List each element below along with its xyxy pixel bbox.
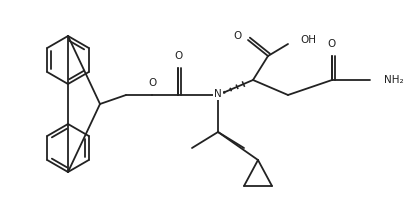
Text: O: O	[328, 39, 336, 49]
Text: O: O	[148, 78, 156, 88]
Text: NH₂: NH₂	[384, 75, 404, 85]
Text: N: N	[214, 89, 222, 99]
Text: OH: OH	[300, 35, 316, 45]
Text: O: O	[174, 51, 182, 61]
Text: O: O	[234, 31, 242, 41]
